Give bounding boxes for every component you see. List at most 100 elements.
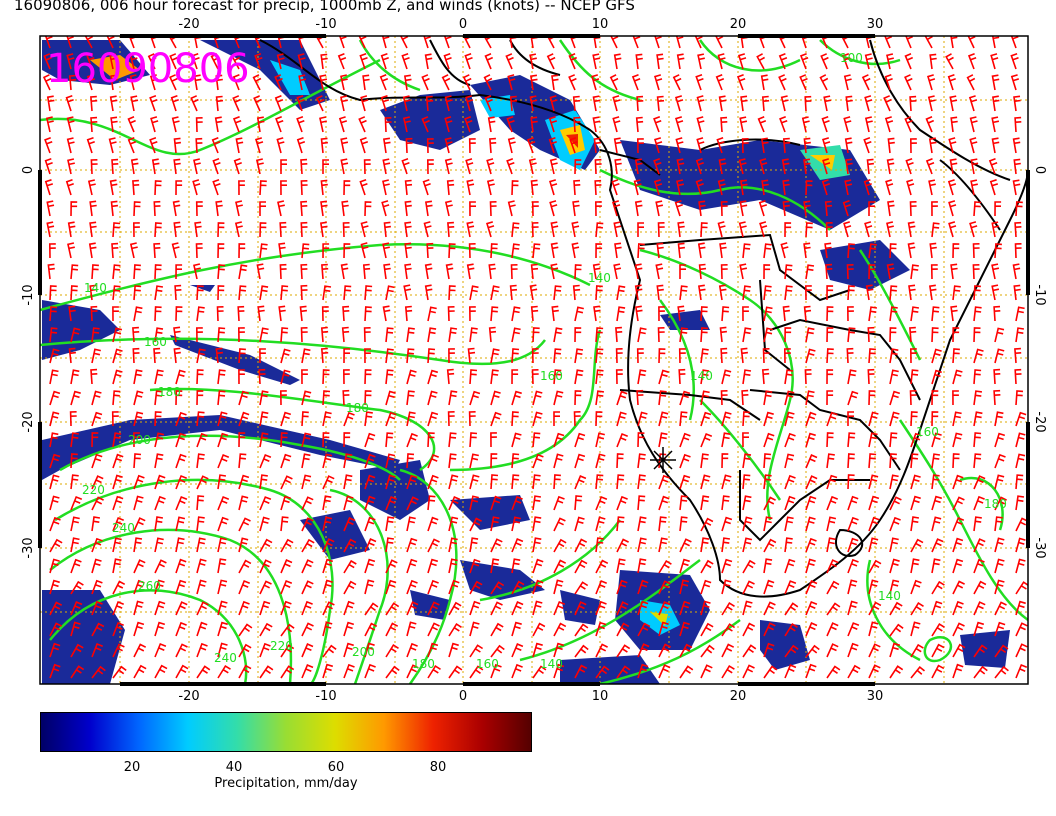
wind-barb xyxy=(742,495,752,511)
wind-barb xyxy=(238,411,250,427)
wind-barb xyxy=(636,348,644,364)
wind-barb xyxy=(468,306,476,322)
wind-barb xyxy=(1013,158,1021,175)
wind-barb xyxy=(716,137,725,154)
wind-barb xyxy=(70,432,79,448)
wind-barb xyxy=(784,602,799,616)
wind-barb xyxy=(826,602,841,616)
wind-barb xyxy=(616,516,625,532)
wind-barb xyxy=(532,579,544,595)
wind-barb xyxy=(679,516,688,532)
wind-barb xyxy=(847,474,855,490)
wind-barb xyxy=(695,158,704,175)
wind-barb xyxy=(133,369,143,385)
wind-barb xyxy=(887,200,895,217)
wind-barb xyxy=(532,243,541,259)
wind-barb xyxy=(742,516,753,532)
wind-barb xyxy=(300,284,308,301)
colorbar-tick-label: 20 xyxy=(123,760,141,775)
wind-barb xyxy=(343,580,357,595)
wind-barb xyxy=(217,621,228,637)
wind-barb xyxy=(274,95,284,112)
wind-barb xyxy=(910,411,918,427)
wind-barb xyxy=(847,558,859,574)
wind-barb xyxy=(315,95,325,112)
wind-barb xyxy=(931,600,943,616)
wind-barb xyxy=(44,137,53,154)
wind-barb xyxy=(931,474,940,490)
wind-barb xyxy=(406,390,415,406)
wind-barb xyxy=(952,580,965,595)
wind-barb xyxy=(381,36,390,49)
wind-barb xyxy=(783,348,791,364)
wind-barb xyxy=(385,474,396,490)
wind-barb xyxy=(653,116,662,133)
wind-barb xyxy=(448,558,458,574)
wind-barb xyxy=(399,36,409,49)
wind-barb xyxy=(301,411,309,427)
wind-barb xyxy=(658,601,671,616)
wind-barb xyxy=(91,264,99,280)
wind-barb xyxy=(490,453,498,469)
wind-barb xyxy=(280,644,295,658)
wind-barb xyxy=(658,664,671,679)
wind-barb xyxy=(280,432,288,448)
wind-barb xyxy=(637,243,645,259)
wind-barb xyxy=(698,200,706,217)
wind-barb xyxy=(826,474,838,490)
wind-barb xyxy=(677,305,685,322)
wind-barb xyxy=(763,390,773,406)
wind-barb xyxy=(1015,432,1026,448)
wind-barb xyxy=(742,306,749,322)
wind-barb xyxy=(385,411,397,427)
wind-barb xyxy=(490,516,500,532)
wind-barb xyxy=(700,306,708,322)
wind-barb xyxy=(658,516,667,532)
wind-barb xyxy=(782,137,791,154)
wind-barb xyxy=(889,665,904,679)
lon-tick-label: 30 xyxy=(867,17,884,32)
wind-barb xyxy=(1014,221,1022,238)
wind-barb xyxy=(49,622,62,637)
wind-barb xyxy=(364,201,372,217)
lon-tick-label: 0 xyxy=(459,17,467,32)
wind-barb xyxy=(616,579,628,595)
wind-barb xyxy=(863,137,872,154)
wind-barb xyxy=(70,665,85,679)
wind-barb xyxy=(949,158,958,175)
wind-barb xyxy=(675,95,684,112)
wind-barb xyxy=(111,242,119,259)
wind-barb xyxy=(742,432,749,448)
wind-barb xyxy=(259,538,273,553)
wind-barb xyxy=(364,663,376,679)
wind-barb xyxy=(193,158,201,175)
wind-barb xyxy=(738,158,747,175)
wind-barb xyxy=(595,453,606,469)
wind-barb xyxy=(1013,95,1021,112)
wind-barb xyxy=(175,558,187,574)
wind-barb xyxy=(574,432,586,448)
wind-barb xyxy=(868,664,881,679)
wind-barb xyxy=(868,348,876,364)
wind-barb xyxy=(112,222,121,238)
wind-barb xyxy=(973,306,982,322)
wind-barb xyxy=(805,264,815,280)
wind-barb xyxy=(548,116,558,133)
wind-barb xyxy=(133,621,145,637)
wind-barb xyxy=(280,159,287,174)
wind-barb xyxy=(530,179,538,196)
wind-barb xyxy=(529,284,538,301)
wind-barb xyxy=(385,432,394,448)
wind-barb xyxy=(380,53,389,70)
wind-barb xyxy=(531,348,539,364)
colorbar-ticks: 20 40 60 80 xyxy=(40,760,532,778)
wind-barb xyxy=(847,285,855,301)
wind-barb xyxy=(847,622,860,637)
wind-barb xyxy=(616,306,626,322)
wind-barb xyxy=(595,369,604,385)
wind-barb xyxy=(595,474,604,490)
wind-barb xyxy=(298,74,307,91)
wind-barb xyxy=(238,517,251,532)
wind-barb xyxy=(340,263,349,280)
wind-barb xyxy=(404,242,412,259)
